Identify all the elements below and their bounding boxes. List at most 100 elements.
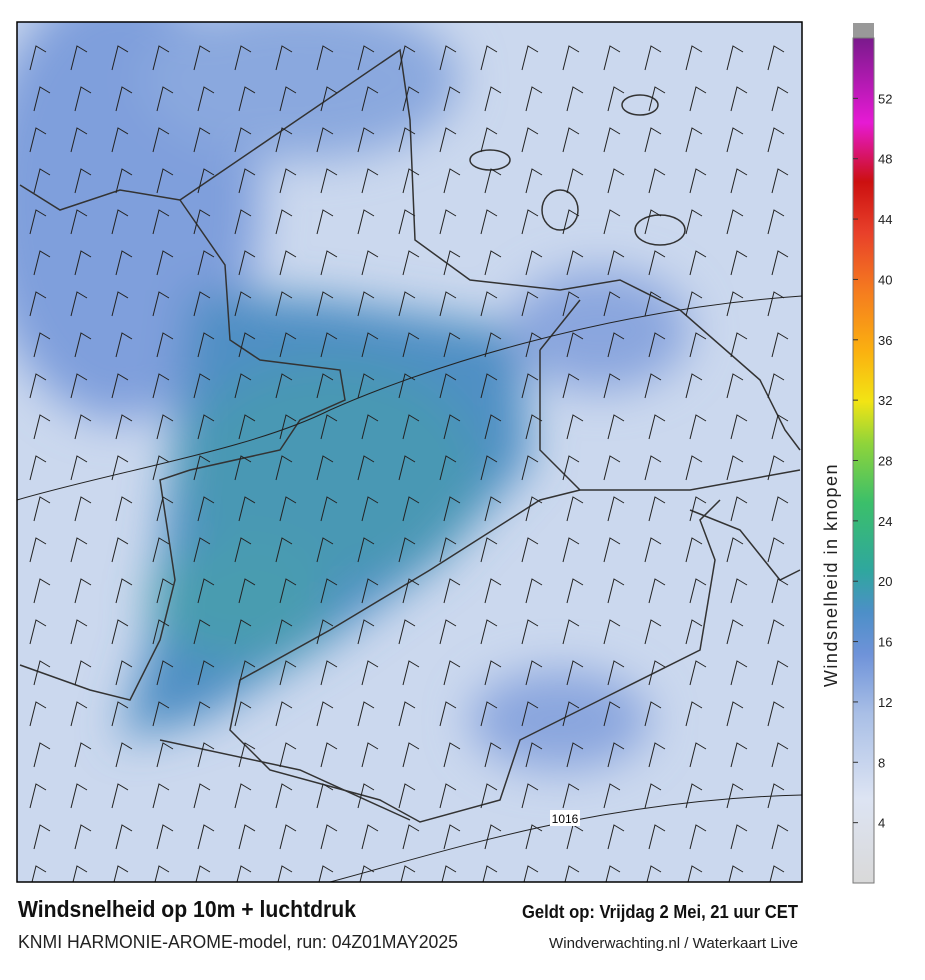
wind-barb (402, 496, 420, 522)
wind-barb (238, 496, 256, 522)
wind-barb (193, 209, 211, 235)
wind-barb (689, 496, 707, 522)
wind-barb (644, 209, 662, 235)
wind-barb (236, 865, 252, 882)
wind-barb (480, 619, 498, 645)
wind-barb (316, 619, 334, 645)
wind-barb (152, 455, 170, 481)
wind-barb (193, 783, 211, 809)
wind-barb (603, 455, 621, 481)
wind-barb (357, 45, 375, 71)
wind-barb (29, 783, 47, 809)
wind-barb (400, 865, 416, 882)
wind-barb (525, 332, 543, 358)
wind-barb (320, 660, 338, 686)
wind-barb (771, 824, 789, 850)
wind-barb (361, 86, 379, 112)
wind-barb (197, 332, 215, 358)
wind-barb (730, 168, 748, 194)
wind-barb (566, 742, 584, 768)
wind-barb (115, 414, 133, 440)
wind-barb (70, 45, 88, 71)
wind-barb (480, 455, 498, 481)
wind-barb (115, 168, 133, 194)
wind-barb (156, 660, 174, 686)
wind-barb (29, 373, 47, 399)
wind-barb (115, 742, 133, 768)
wind-barb (439, 701, 457, 727)
wind-barb (726, 45, 744, 71)
wind-barb (33, 496, 51, 522)
wind-barb (726, 209, 744, 235)
wind-barb (648, 742, 666, 768)
wind-barb (402, 578, 420, 604)
wind-barb (234, 373, 252, 399)
wind-barb (566, 250, 584, 276)
wind-barb (484, 660, 502, 686)
wind-barb (74, 660, 92, 686)
wind-barb (439, 783, 457, 809)
wind-barb (279, 332, 297, 358)
wind-barb (154, 865, 170, 882)
wind-barb (644, 701, 662, 727)
wind-barb (443, 414, 461, 440)
wind-barb (562, 209, 580, 235)
wind-barb (562, 783, 580, 809)
wind-barb (607, 414, 625, 440)
wind-barb (685, 537, 703, 563)
wind-barb (70, 373, 88, 399)
wind-barb (152, 209, 170, 235)
wind-barb (275, 455, 293, 481)
wind-barb (730, 660, 748, 686)
wind-barb (603, 537, 621, 563)
wind-barb (566, 496, 584, 522)
colorbar-label: Windsnelheid in knopen (821, 463, 841, 687)
wind-barb (726, 373, 744, 399)
wind-barb (730, 824, 748, 850)
wind-barb (443, 578, 461, 604)
wind-barb (767, 127, 785, 153)
wind-barb (562, 455, 580, 481)
wind-barb (33, 578, 51, 604)
wind-barb (726, 619, 744, 645)
wind-barb (279, 578, 297, 604)
wind-barb (484, 168, 502, 194)
wind-barb (689, 824, 707, 850)
wind-barb (320, 332, 338, 358)
wind-barb (521, 783, 539, 809)
wind-barb (480, 45, 498, 71)
wind-barb (277, 865, 293, 882)
wind-barb (320, 578, 338, 604)
wind-barb (320, 86, 338, 112)
wind-barb (525, 496, 543, 522)
wind-barb (275, 127, 293, 153)
colorbar-tick-label: 4 (878, 816, 885, 831)
wind-barb (648, 86, 666, 112)
valid-time: Geldt op: Vrijdag 2 Mei, 21 uur CET (522, 902, 798, 922)
wind-barb (767, 209, 785, 235)
wind-barb (152, 619, 170, 645)
wind-barb (275, 209, 293, 235)
wind-barb (238, 578, 256, 604)
wind-barb (193, 373, 211, 399)
wind-barb (316, 209, 334, 235)
wind-barb (193, 45, 211, 71)
wind-barb (193, 127, 211, 153)
wind-barb (443, 250, 461, 276)
wind-barb (275, 373, 293, 399)
wind-barb (480, 537, 498, 563)
colorbar-tick-label: 44 (878, 212, 892, 227)
wind-barb (398, 209, 416, 235)
wind-barb (648, 496, 666, 522)
wind-barb (767, 537, 785, 563)
colorbar-tick-label: 24 (878, 514, 892, 529)
wind-barb (769, 865, 785, 882)
wind-barb (111, 45, 129, 71)
wind-barb (726, 537, 744, 563)
isobars (17, 295, 802, 882)
wind-barb (70, 291, 88, 317)
wind-barb (771, 332, 789, 358)
isobar-label: 1016 (552, 812, 579, 826)
wind-barb (316, 127, 334, 153)
wind-barb (484, 86, 502, 112)
